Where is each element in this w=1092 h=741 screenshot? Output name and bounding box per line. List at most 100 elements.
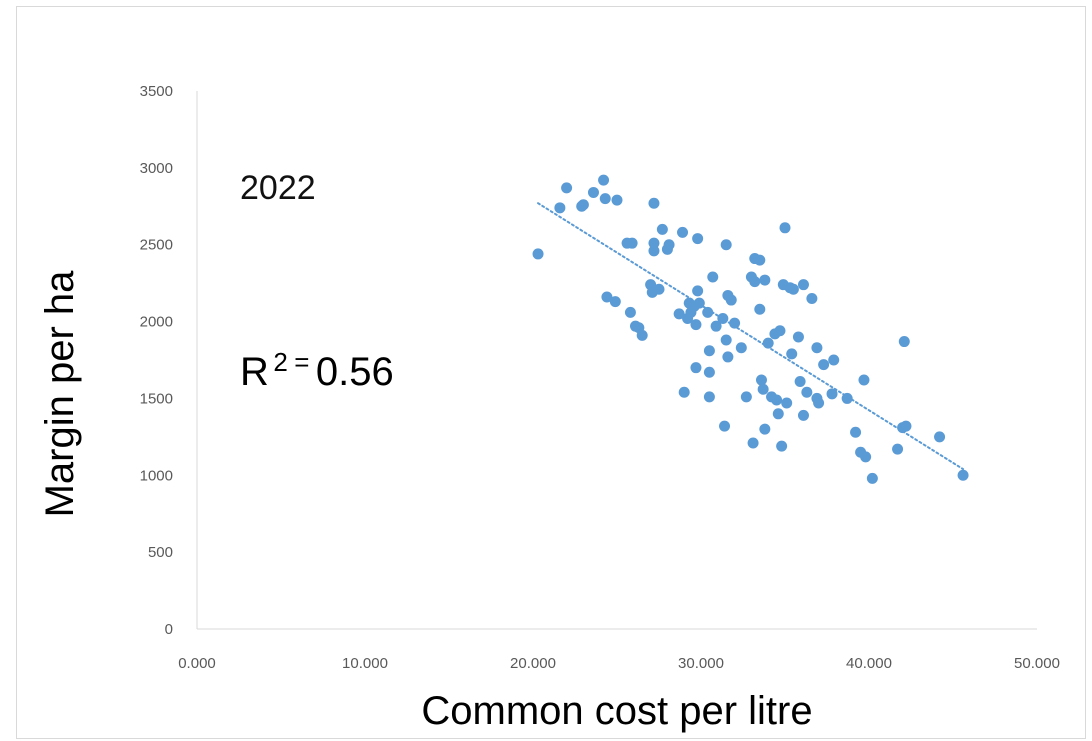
data-point: [611, 194, 623, 206]
r-squared-annotation: R 2 = 0.56: [240, 347, 394, 394]
data-point: [609, 296, 621, 308]
y-tick-labels: 0 500 1000 1500 2000 2500 3000 3500: [140, 83, 173, 638]
data-point: [898, 336, 910, 348]
data-point: [663, 239, 675, 251]
data-point: [720, 334, 732, 346]
x-axis-title: Common cost per litre: [421, 689, 812, 733]
y-axis-title: Margin per ha: [38, 270, 82, 518]
chart-frame: [16, 6, 1086, 739]
data-point: [725, 294, 737, 306]
data-point: [690, 319, 702, 331]
data-point: [787, 283, 799, 295]
y-tick-label: 3000: [140, 160, 173, 177]
data-point: [858, 374, 870, 386]
data-point: [828, 354, 840, 366]
data-point: [598, 174, 610, 186]
x-tick-label: 50.000: [1014, 655, 1060, 672]
data-point: [818, 359, 830, 371]
data-point: [690, 362, 702, 374]
x-tick-label: 30.000: [678, 655, 724, 672]
data-point: [762, 337, 774, 349]
data-point: [656, 223, 668, 235]
r-squared-value: 0.56: [316, 350, 394, 394]
data-point: [811, 342, 823, 354]
data-point: [561, 182, 573, 194]
data-point: [719, 420, 731, 432]
data-point: [747, 437, 759, 449]
data-point: [754, 303, 766, 315]
r-squared-superscript: 2: [273, 347, 287, 377]
x-tick-label: 10.000: [342, 655, 388, 672]
data-point: [692, 233, 704, 245]
data-point: [707, 271, 719, 283]
y-tick-label: 2000: [140, 314, 173, 331]
data-point: [720, 239, 732, 251]
data-point: [702, 306, 714, 318]
data-point: [934, 431, 946, 443]
data-point: [759, 423, 771, 435]
data-point: [677, 226, 689, 238]
data-point: [587, 186, 599, 198]
data-point: [626, 237, 638, 249]
y-tick-label: 500: [148, 544, 173, 561]
trendline-path: [537, 202, 965, 471]
data-point: [636, 329, 648, 341]
data-point: [717, 312, 729, 324]
data-point: [797, 279, 809, 291]
data-point: [826, 388, 838, 400]
data-point: [776, 440, 788, 452]
r-squared-equals: =: [294, 347, 309, 377]
data-point: [749, 276, 761, 288]
data-point: [532, 248, 544, 260]
data-point: [757, 383, 769, 395]
data-point: [648, 245, 660, 257]
data-point: [601, 291, 613, 303]
data-point: [735, 342, 747, 354]
data-point: [892, 443, 904, 455]
data-point: [693, 297, 705, 309]
data-point: [801, 386, 813, 398]
data-point: [729, 317, 741, 329]
y-tick-label: 0: [165, 621, 173, 638]
year-annotation: 2022: [240, 169, 316, 207]
data-point: [692, 285, 704, 297]
y-tick-label: 1500: [140, 390, 173, 407]
data-point: [806, 293, 818, 305]
data-point: [648, 237, 660, 249]
data-points: [532, 174, 969, 484]
r-squared-symbol: R: [240, 350, 269, 394]
trendline: [537, 202, 965, 471]
data-point: [850, 426, 862, 438]
y-tick-label: 1000: [140, 467, 173, 484]
data-point: [841, 392, 853, 404]
data-point: [703, 345, 715, 357]
data-point: [813, 397, 825, 409]
x-tick-labels: 0.000 10.000 20.000 30.000 40.000 50.000: [178, 655, 1060, 672]
data-point: [774, 325, 786, 337]
data-point: [577, 199, 589, 211]
data-point: [755, 374, 767, 386]
data-point: [779, 222, 791, 234]
data-point: [771, 394, 783, 406]
data-point: [759, 274, 771, 286]
y-tick-label: 2500: [140, 237, 173, 254]
data-point: [673, 308, 685, 320]
data-point: [900, 420, 912, 432]
data-point: [786, 348, 798, 360]
data-point: [710, 320, 722, 332]
data-point: [722, 351, 734, 363]
data-point: [740, 391, 752, 403]
data-point: [703, 366, 715, 378]
data-point: [678, 386, 690, 398]
data-point: [794, 376, 806, 388]
data-point: [599, 193, 611, 205]
x-tick-label: 20.000: [510, 655, 556, 672]
data-point: [797, 409, 809, 421]
data-point: [754, 254, 766, 266]
data-point: [957, 469, 969, 481]
data-point: [624, 306, 636, 318]
data-point: [792, 331, 804, 343]
data-point: [866, 472, 878, 484]
data-point: [648, 197, 660, 209]
data-point: [781, 397, 793, 409]
